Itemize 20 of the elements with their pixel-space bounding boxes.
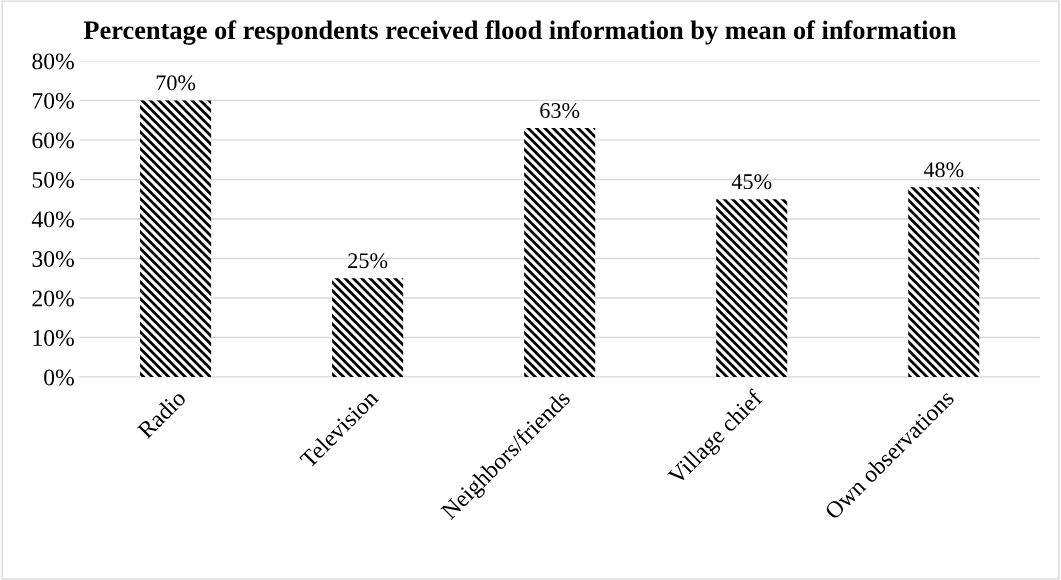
y-tick-label: 20%	[32, 290, 74, 307]
bar	[140, 100, 212, 377]
y-tick-label: 10%	[33, 329, 74, 346]
bar	[332, 278, 404, 377]
data-label: 25%	[348, 253, 388, 269]
y-tick-label: 40%	[31, 211, 74, 228]
bar	[908, 187, 980, 377]
y-tick-label: 50%	[32, 171, 74, 188]
data-label: 45%	[731, 174, 772, 190]
y-tick-label: 30%	[32, 250, 74, 267]
bar	[716, 199, 788, 377]
bar	[524, 128, 596, 377]
chart-title: Percentage of respondents received flood information by mean of information	[83, 20, 956, 45]
data-label: 70%	[156, 75, 196, 91]
y-tick-label: 0%	[44, 369, 74, 386]
y-tick-label: 60%	[32, 132, 74, 149]
y-tick-label: 80%	[32, 53, 74, 70]
data-label: 63%	[540, 103, 580, 119]
data-label: 48%	[923, 162, 964, 178]
y-tick-label: 70%	[32, 92, 74, 109]
